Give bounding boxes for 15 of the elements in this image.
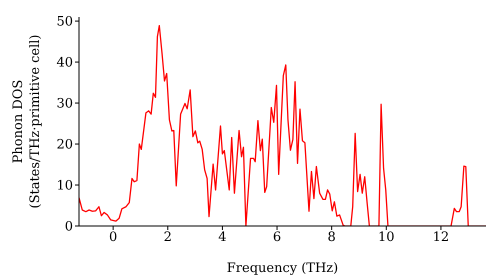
y-tick-label: 40 <box>56 56 73 71</box>
x-tick-label: 0 <box>109 230 118 246</box>
y-tick-label: 50 <box>56 14 73 30</box>
x-tick-label: 12 <box>432 230 450 246</box>
y-tick-label: 20 <box>56 138 73 153</box>
x-axis-title: Frequency (THz) <box>226 261 338 276</box>
x-tick-label: 4 <box>218 230 227 246</box>
x-tick-label: 2 <box>164 230 172 246</box>
y-tick-label: 30 <box>56 96 73 112</box>
y-tick-label: 0 <box>64 220 73 235</box>
x-tick-label: 10 <box>378 230 395 246</box>
y-tick-label: 10 <box>56 178 73 194</box>
x-tick-label: 6 <box>272 230 282 246</box>
y-axis-title: Phonon DOS (States/THz·primitive cell) <box>11 34 43 209</box>
x-tick-label: 8 <box>328 230 336 246</box>
